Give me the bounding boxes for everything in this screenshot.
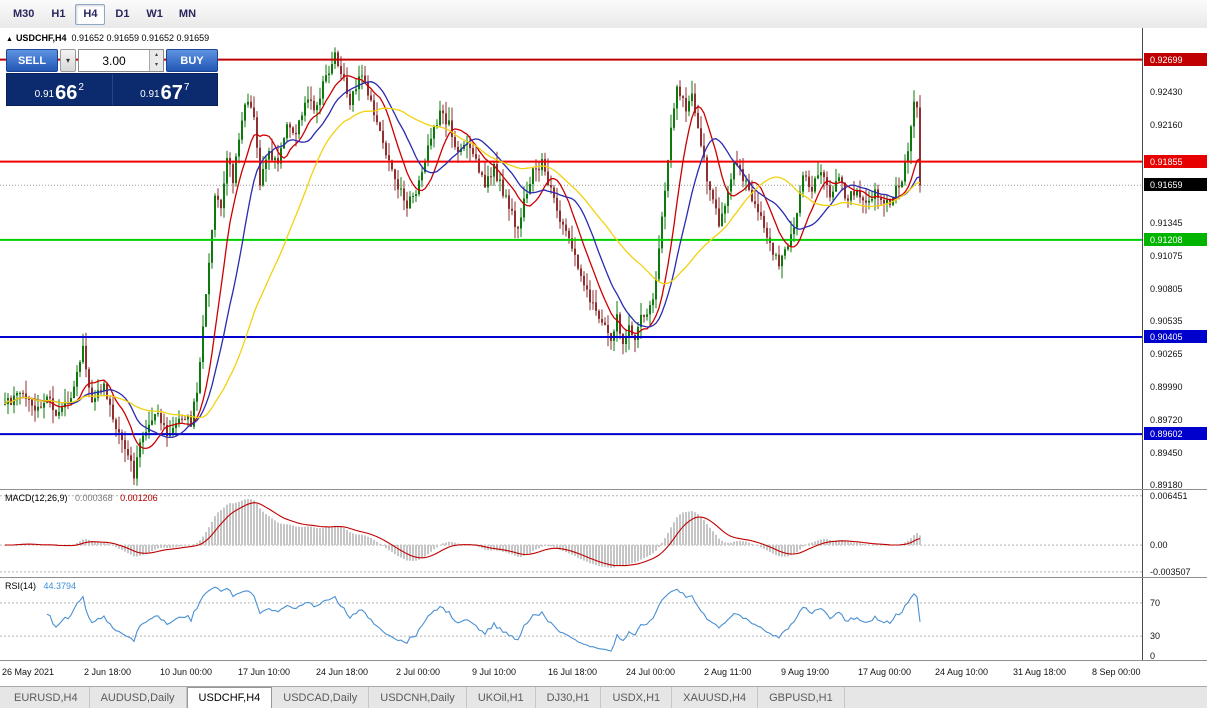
price-level-badge: 0.90405 bbox=[1144, 330, 1207, 343]
timeframe-d1-button[interactable]: D1 bbox=[107, 4, 137, 25]
macd-signal-value: 0.001206 bbox=[120, 493, 158, 503]
macd-axis: 0.006451 0.00 -0.003507 bbox=[1142, 490, 1207, 578]
time-label: 10 Jun 00:00 bbox=[160, 667, 213, 677]
time-label: 24 Aug 10:00 bbox=[935, 667, 989, 677]
macd-label: MACD(12,26,9) 0.000368 0.001206 bbox=[5, 493, 158, 503]
tab-gbpusd-h1[interactable]: GBPUSD,H1 bbox=[758, 687, 845, 708]
price-level-badge: 0.91855 bbox=[1144, 155, 1207, 168]
macd-chart bbox=[0, 495, 1142, 573]
rsi-axis: 70 30 0 bbox=[1142, 578, 1207, 661]
volume-field[interactable]: 3.00 ▴ ▾ bbox=[78, 49, 164, 72]
macd-rsi-separator[interactable] bbox=[0, 577, 1207, 578]
time-label: 24 Jun 18:00 bbox=[316, 667, 369, 677]
price-tick-label: 0.90265 bbox=[1150, 349, 1183, 359]
buy-price[interactable]: 0.91 67 7 bbox=[113, 74, 218, 105]
time-label: 31 Aug 18:00 bbox=[1013, 667, 1067, 677]
rsi-tick-label: 30 bbox=[1150, 631, 1161, 641]
price-tick-label: 0.91345 bbox=[1150, 218, 1183, 228]
price-tick-label: 0.91075 bbox=[1150, 251, 1183, 261]
volume-value[interactable]: 3.00 bbox=[102, 53, 126, 68]
one-click-trade-panel: SELL ▾ 3.00 ▴ ▾ BUY 0.91 66 2 0.91 67 7 bbox=[6, 49, 218, 106]
macd-tick-label: 0.006451 bbox=[1150, 491, 1188, 501]
rsi-name: RSI(14) bbox=[5, 581, 37, 591]
tab-ukoil-h1[interactable]: UKOil,H1 bbox=[467, 687, 536, 708]
macd-tick-label: -0.003507 bbox=[1150, 567, 1191, 577]
rsi-chart bbox=[0, 586, 1142, 652]
tab-dj30-h1[interactable]: DJ30,H1 bbox=[536, 687, 602, 708]
price-level-badge: 0.91208 bbox=[1144, 233, 1207, 246]
time-label: 8 Sep 00:00 bbox=[1092, 667, 1141, 677]
price-tick-label: 0.89720 bbox=[1150, 415, 1183, 425]
timeframe-w1-button[interactable]: W1 bbox=[139, 4, 170, 25]
timeframe-m30-button[interactable]: M30 bbox=[6, 4, 41, 25]
price-tick-label: 0.89180 bbox=[1150, 480, 1183, 490]
time-label: 9 Aug 19:00 bbox=[781, 667, 830, 677]
macd-main-value: 0.000368 bbox=[75, 493, 113, 503]
price-tick-label: 0.92160 bbox=[1150, 120, 1183, 130]
price-level-badge: 0.89602 bbox=[1144, 427, 1207, 440]
price-chart-canvas[interactable]: ▲ USDCHF,H4 0.91652 0.91659 0.91652 0.9165… bbox=[0, 28, 1142, 490]
buy-price-pips: 67 bbox=[160, 82, 183, 104]
sell-button[interactable]: SELL bbox=[6, 49, 58, 72]
price-tick-label: 0.90805 bbox=[1150, 284, 1183, 294]
volume-increase-button[interactable]: ▴ bbox=[150, 50, 163, 61]
sell-price-prefix: 0.91 bbox=[34, 89, 55, 100]
tab-audusd-daily[interactable]: AUDUSD,Daily bbox=[90, 687, 187, 708]
rsi-timeaxis-separator bbox=[0, 660, 1207, 661]
chart-symbol-icon: ▲ bbox=[6, 36, 13, 43]
time-label: 9 Jul 10:00 bbox=[472, 667, 517, 677]
tab-usdcnh-daily[interactable]: USDCNH,Daily bbox=[369, 687, 467, 708]
macd-name: MACD(12,26,9) bbox=[5, 493, 68, 503]
tab-usdx-h1[interactable]: USDX,H1 bbox=[601, 687, 673, 708]
price-level-badge: 0.91659 bbox=[1144, 178, 1207, 191]
time-label: 2 Jul 00:00 bbox=[396, 667, 441, 677]
time-label: 16 Jul 18:00 bbox=[548, 667, 598, 677]
rsi-tick-label: 70 bbox=[1150, 598, 1161, 608]
tab-usdchf-h4[interactable]: USDCHF,H4 bbox=[186, 687, 273, 708]
volume-dropdown-button[interactable]: ▾ bbox=[60, 49, 76, 72]
price-tick-label: 0.90535 bbox=[1150, 316, 1183, 326]
price-tick-label: 0.92430 bbox=[1150, 87, 1183, 97]
timeframe-h4-button[interactable]: H4 bbox=[75, 3, 106, 25]
time-axis[interactable]: 26 May 2021 2 Jun 18:00 10 Jun 00:00 17 Jun… bbox=[0, 661, 1207, 686]
time-label: 26 May 2021 bbox=[2, 667, 55, 677]
candlestick-chart bbox=[0, 47, 1142, 486]
rsi-panel[interactable]: RSI(14) 44.3794 bbox=[0, 578, 1142, 661]
tab-usdcad-daily[interactable]: USDCAD,Daily bbox=[272, 687, 370, 708]
buy-price-point: 7 bbox=[183, 82, 190, 93]
macd-panel[interactable]: MACD(12,26,9) 0.000368 0.001206 bbox=[0, 490, 1142, 578]
bid-ask-display: 0.91 66 2 0.91 67 7 bbox=[6, 73, 218, 106]
time-label: 24 Jul 00:00 bbox=[626, 667, 676, 677]
chart-symbol-label: USDCHF,H4 bbox=[15, 33, 67, 43]
time-label: 17 Aug 00:00 bbox=[858, 667, 912, 677]
price-level-badge: 0.92699 bbox=[1144, 53, 1207, 66]
sell-price-point: 2 bbox=[78, 82, 84, 93]
chart-ohlc-values: 0.91652 0.91659 0.91652 0.91659 bbox=[71, 33, 210, 43]
sell-price[interactable]: 0.91 66 2 bbox=[7, 74, 113, 105]
chart-macd-separator[interactable] bbox=[0, 489, 1207, 490]
chart-title: ▲ USDCHF,H4 0.91652 0.91659 0.91652 0.9165… bbox=[6, 33, 209, 43]
volume-decrease-button[interactable]: ▾ bbox=[150, 60, 163, 71]
time-label: 17 Jun 10:00 bbox=[238, 667, 291, 677]
timeframe-toolbar: M30 H1 H4 D1 W1 MN bbox=[0, 0, 1207, 29]
rsi-tick-label: 0 bbox=[1150, 651, 1156, 661]
rsi-label: RSI(14) 44.3794 bbox=[5, 581, 76, 591]
symbol-tabbar: EURUSD,H4 AUDUSD,Daily USDCHF,H4 USDCAD,… bbox=[0, 686, 1207, 708]
tab-xauusd-h4[interactable]: XAUUSD,H4 bbox=[672, 687, 759, 708]
price-axis[interactable]: 0.92430 0.92160 0.91345 0.91075 0.90805 0.905… bbox=[1142, 28, 1207, 490]
time-label: 2 Jun 18:00 bbox=[84, 667, 132, 677]
price-tick-label: 0.89450 bbox=[1150, 448, 1183, 458]
timeframe-mn-button[interactable]: MN bbox=[172, 4, 203, 25]
timeframe-h1-button[interactable]: H1 bbox=[43, 4, 73, 25]
rsi-value: 44.3794 bbox=[43, 581, 77, 591]
macd-tick-label: 0.00 bbox=[1150, 540, 1168, 550]
tab-eurusd-h4[interactable]: EURUSD,H4 bbox=[3, 687, 90, 708]
price-tick-label: 0.89990 bbox=[1150, 382, 1183, 392]
sell-price-pips: 66 bbox=[55, 82, 78, 104]
time-label: 2 Aug 11:00 bbox=[704, 667, 752, 677]
buy-button[interactable]: BUY bbox=[166, 49, 218, 72]
volume-spinner: ▴ ▾ bbox=[149, 50, 163, 71]
buy-price-prefix: 0.91 bbox=[140, 89, 160, 100]
